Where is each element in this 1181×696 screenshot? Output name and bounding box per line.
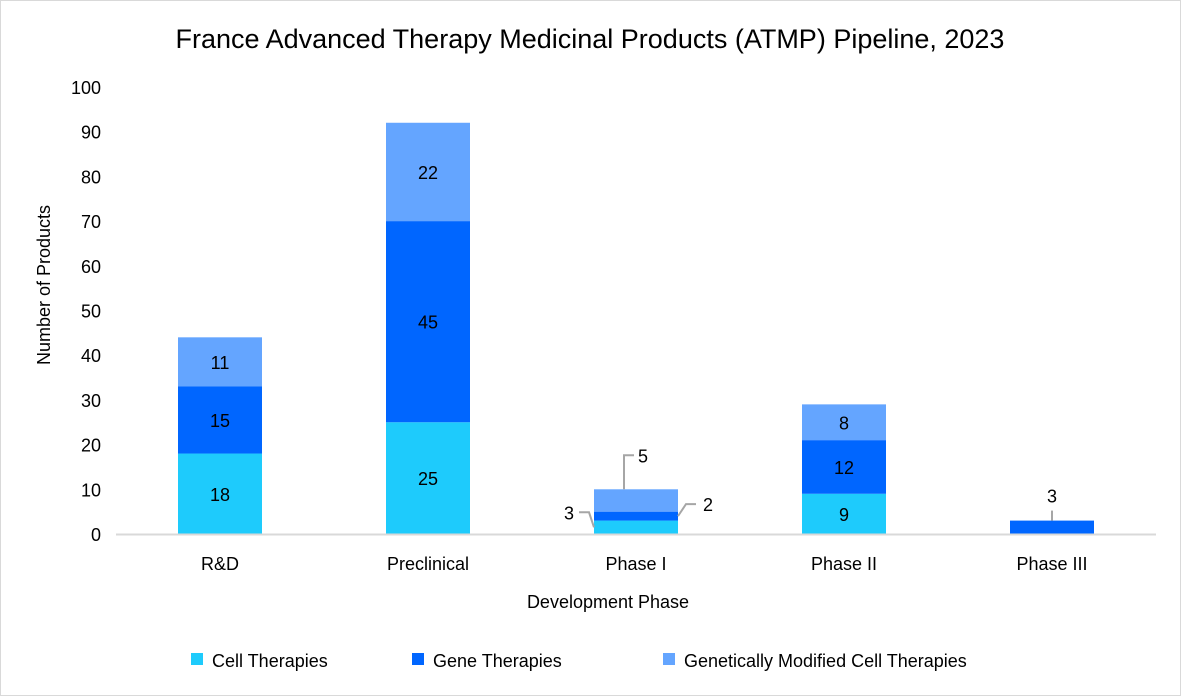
y-tick-label: 30 [81,391,101,411]
y-tick-label: 70 [81,212,101,232]
bar-segment [594,520,678,534]
chart-title: France Advanced Therapy Medicinal Produc… [176,24,1005,54]
leader-line [579,511,595,528]
y-tick-label: 60 [81,257,101,277]
legend-swatch [663,653,675,665]
bar-segment [386,221,470,423]
data-label: 22 [418,163,438,183]
legend-label: Gene Therapies [433,651,562,671]
bar-segment [386,122,470,222]
x-axis-ticks: R&D Preclinical Phase I Phase II Phase III [201,554,1088,574]
x-tick-label: Phase I [605,554,666,574]
y-tick-label: 10 [81,480,101,500]
y-tick-label: 50 [81,302,101,322]
bar-segment [594,511,678,521]
data-label: 12 [834,458,854,478]
legend-item: Cell Therapies [191,651,328,671]
legend: Cell Therapies Gene Therapies Genetically … [191,651,967,671]
data-label: 18 [210,485,230,505]
leader-line [623,454,634,490]
x-axis-title: Development Phase [527,592,689,612]
y-tick-label: 80 [81,167,101,187]
data-label: 11 [211,353,230,373]
bar-segment [386,422,470,534]
data-label: 25 [418,469,438,489]
bar-segment [802,493,886,534]
y-tick-label: 0 [91,525,101,545]
bar-segment [178,337,262,387]
data-label: 5 [638,446,648,466]
y-tick-label: 40 [81,346,101,366]
bar-segment [178,453,262,534]
legend-label: Genetically Modified Cell Therapies [684,651,967,671]
data-label: 45 [418,313,438,333]
bar-segment [802,440,886,494]
legend-swatch [412,653,424,665]
data-label: 2 [703,495,713,515]
x-tick-label: R&D [201,554,239,574]
y-tick-label: 90 [81,123,101,143]
x-tick-label: Preclinical [387,554,469,574]
bar-segment [594,489,678,512]
leader-lines [579,454,1053,528]
bar-segment [1010,520,1094,534]
legend-label: Cell Therapies [212,651,328,671]
leader-line [677,503,696,517]
legend-item: Gene Therapies [412,651,562,671]
y-axis-title: Number of Products [34,205,54,365]
data-label: 3 [564,503,574,523]
y-tick-label: 20 [81,436,101,456]
data-label: 3 [1047,487,1057,507]
legend-item: Genetically Modified Cell Therapies [663,651,967,671]
bar-segment [178,386,262,454]
data-label: 9 [839,505,849,525]
y-tick-label: 100 [71,78,101,98]
x-tick-label: Phase II [811,554,877,574]
legend-swatch [191,653,203,665]
bars [178,122,1094,534]
data-label: 15 [210,411,230,431]
x-tick-label: Phase III [1016,554,1087,574]
data-label: 8 [839,413,849,433]
bar-segment [802,404,886,441]
y-axis-ticks: 0 10 20 30 40 50 60 70 80 90 100 [71,78,101,545]
